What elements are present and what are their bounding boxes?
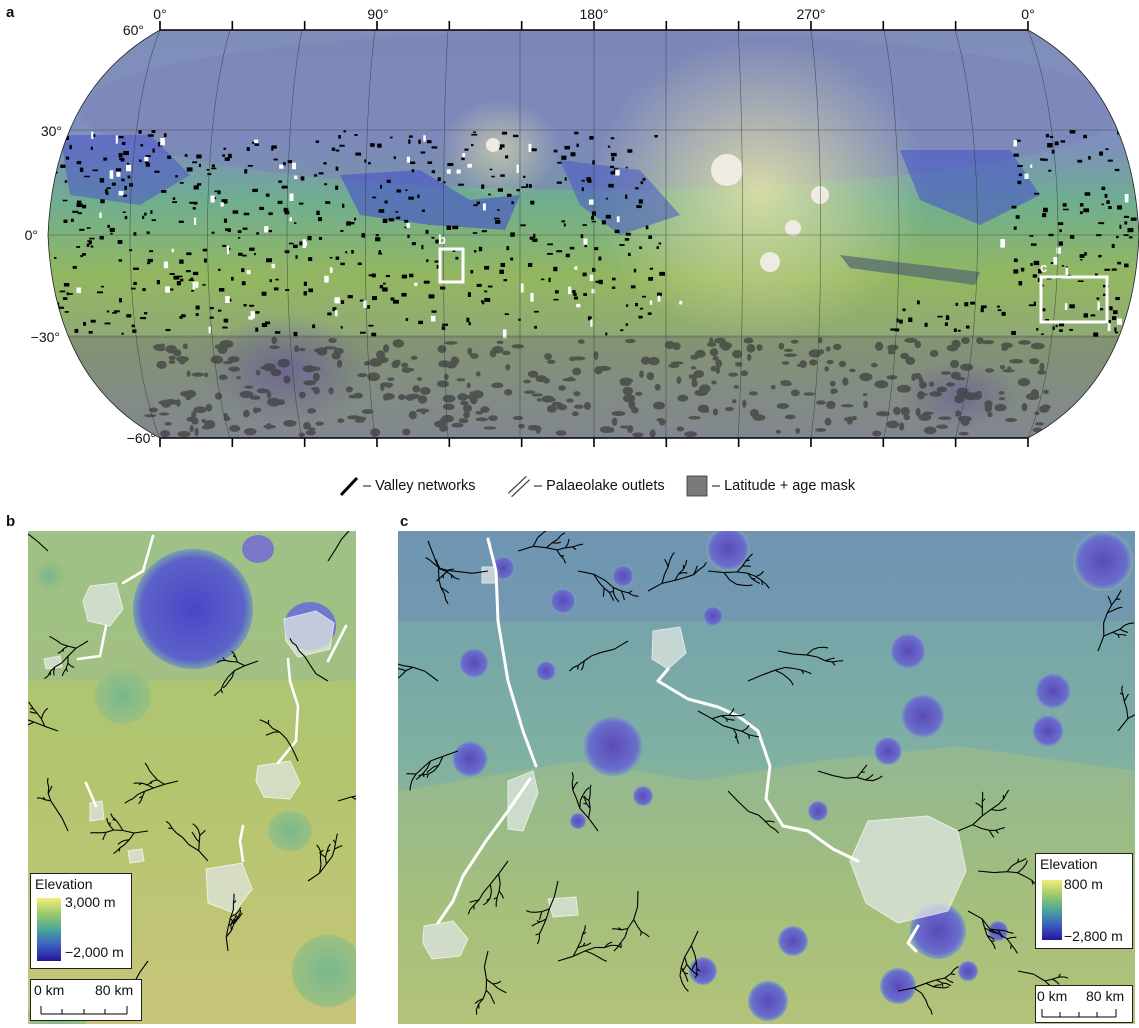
panel-c-map: Elevation 800 m −2,800 m 0 km 80 km xyxy=(398,531,1135,1024)
elevation-min-label: −2,800 m xyxy=(1064,928,1123,944)
elevation-max-label: 3,000 m xyxy=(65,894,116,910)
valley-line-icon xyxy=(339,476,359,497)
legend-mask-label: – Latitude + age mask xyxy=(712,478,856,494)
outlet-line-icon xyxy=(507,475,531,497)
panel-c-scale-bar: 0 km 80 km xyxy=(1035,985,1133,1023)
inset-box-b xyxy=(438,247,465,284)
legend-valley-networks: – Valley networks xyxy=(337,474,476,498)
scale-ruler xyxy=(40,1006,128,1015)
panel-b-map: Elevation 3,000 m −2,000 m 0 km 80 km xyxy=(28,531,356,1024)
lon-label: 0° xyxy=(153,6,167,22)
legend-latitude-age-mask: – Latitude + age mask xyxy=(686,474,855,498)
elevation-title: Elevation xyxy=(1040,856,1098,872)
lat-label-minus30: −30° xyxy=(30,329,60,345)
mask-swatch-icon xyxy=(686,475,708,497)
scale-ruler xyxy=(1041,1009,1117,1018)
lon-label: 0° xyxy=(1021,6,1035,22)
global-map: b c xyxy=(47,21,1139,447)
lat-label-0: 0° xyxy=(24,227,38,243)
lon-label: 180° xyxy=(579,6,609,22)
legend-valley-label: – Valley networks xyxy=(363,478,476,494)
lat-label-60: 60° xyxy=(122,22,144,38)
panel-b-elevation-legend: Elevation 3,000 m −2,000 m xyxy=(30,873,132,969)
panel-b-scale-bar: 0 km 80 km xyxy=(30,979,142,1021)
panel-c-elevation-legend: Elevation 800 m −2,800 m xyxy=(1035,853,1133,949)
inset-label-b: b xyxy=(438,232,446,247)
scale-right-label: 80 km xyxy=(1086,988,1125,1004)
lon-label: 270° xyxy=(796,6,826,22)
scale-left-label: 0 km xyxy=(1037,988,1068,1004)
panel-c-letter: c xyxy=(400,513,409,530)
map-legend: – Valley networks – Palaeolake outlets –… xyxy=(0,474,1139,498)
inset-box-c xyxy=(1039,275,1109,324)
inset-label-c: c xyxy=(1040,260,1047,275)
lat-label-30: 30° xyxy=(40,123,62,139)
lon-label: 90° xyxy=(367,6,389,22)
scale-right-label: 80 km xyxy=(95,982,134,998)
elevation-min-label: −2,000 m xyxy=(65,944,124,960)
elevation-title: Elevation xyxy=(35,876,93,892)
elevation-max-label: 800 m xyxy=(1064,876,1103,892)
elevation-colorbar xyxy=(37,898,61,961)
panel-a-letter: a xyxy=(6,4,15,21)
panel-b-letter: b xyxy=(6,513,16,530)
elevation-colorbar xyxy=(1042,880,1062,940)
legend-palaeolake-outlets: – Palaeolake outlets xyxy=(506,474,665,498)
scale-left-label: 0 km xyxy=(34,982,65,998)
lat-label-minus60: −60° xyxy=(126,430,156,446)
legend-outlet-label: – Palaeolake outlets xyxy=(534,478,665,494)
